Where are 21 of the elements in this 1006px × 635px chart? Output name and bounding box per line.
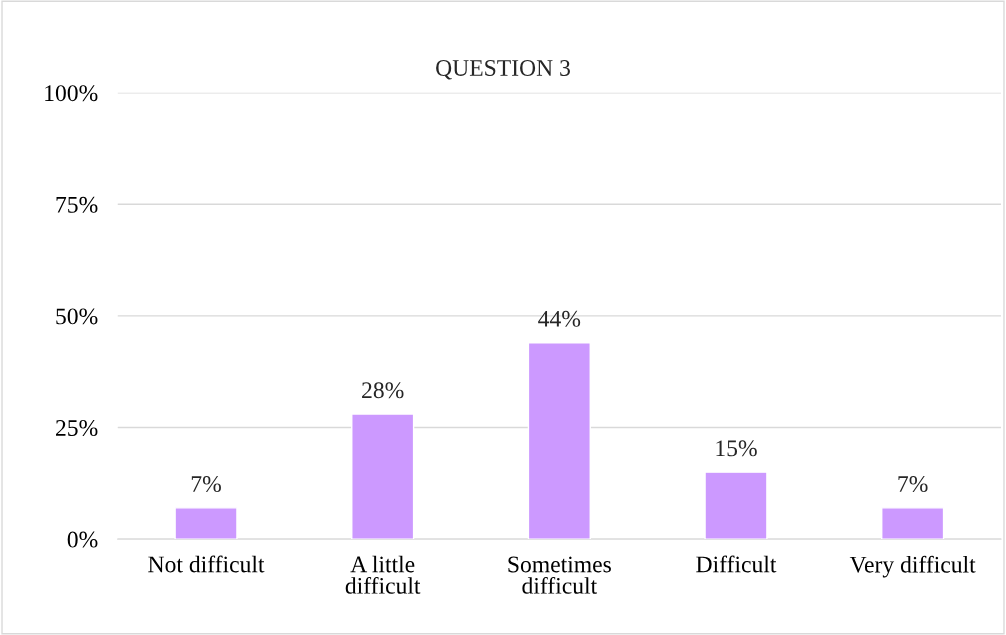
x-tick-label: Sometimes difficult — [508, 556, 611, 594]
data-label: 15% — [716, 440, 757, 457]
x-tick-label: Not difficult — [148, 555, 265, 573]
data-label: 44% — [538, 310, 581, 327]
bar — [881, 507, 945, 540]
x-tick-label: A little difficult — [345, 555, 421, 594]
bar — [527, 342, 591, 540]
data-label: 7% — [898, 476, 928, 493]
y-tick-label: 100% — [45, 85, 98, 102]
bar — [704, 471, 768, 540]
bar — [351, 413, 415, 540]
bar — [174, 507, 238, 540]
y-tick-label: 75% — [56, 196, 98, 213]
x-tick-label: Difficult — [696, 555, 777, 573]
data-label: 28% — [362, 382, 404, 399]
y-tick-label: 50% — [56, 308, 98, 325]
data-label: 7% — [191, 476, 221, 493]
chart-title: QUESTION 3 — [436, 60, 570, 80]
y-tick-label: 0% — [67, 531, 98, 548]
y-tick-label: 25% — [56, 420, 98, 437]
x-tick-label: Very difficult — [849, 555, 976, 578]
